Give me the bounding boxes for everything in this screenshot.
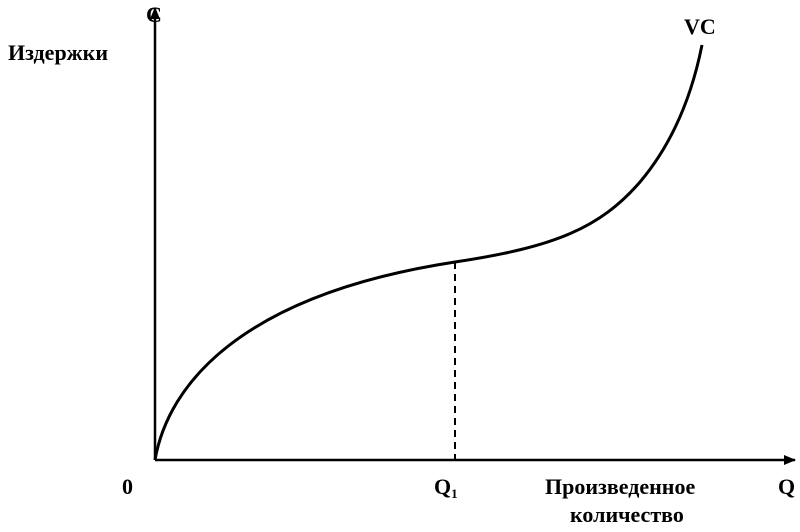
vc-curve	[153, 44, 704, 461]
y-axis-letter: C	[146, 2, 162, 27]
x-axis-label-line1: Произведенное	[545, 474, 695, 499]
origin-label: 0	[122, 474, 133, 499]
curve-label: VC	[684, 14, 716, 39]
q1-label: Q1	[434, 474, 458, 501]
q1-subscript: 1	[451, 486, 458, 501]
x-axis-letter: Q	[778, 474, 795, 499]
x-axis-label-line2: количество	[570, 502, 684, 527]
y-axis-label: Издержки	[8, 40, 108, 65]
q1-letter: Q	[434, 474, 451, 499]
